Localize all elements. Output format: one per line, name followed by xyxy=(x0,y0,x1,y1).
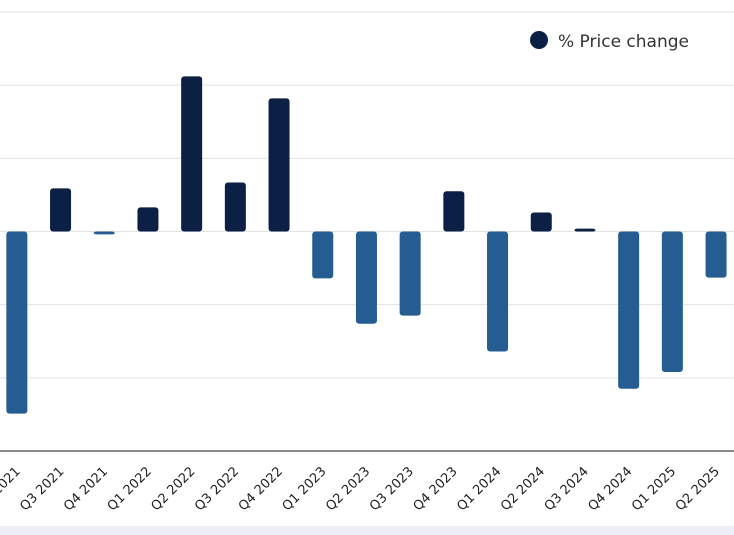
x-tick-label: Q3 2021 xyxy=(17,464,67,514)
bar xyxy=(574,228,596,232)
x-tick-label: Q2 2023 xyxy=(323,464,373,514)
x-tick-label: Q4 2024 xyxy=(585,464,635,514)
x-tick-label: Q2 2022 xyxy=(148,464,198,514)
bar xyxy=(618,231,640,389)
bar xyxy=(137,207,159,232)
bar xyxy=(181,76,203,232)
x-tick-label: Q3 2023 xyxy=(367,464,417,514)
x-tick-label: Q1 2022 xyxy=(105,464,155,514)
x-tick-label: Q2 2024 xyxy=(498,464,548,514)
x-tick-label: Q4 2022 xyxy=(236,464,286,514)
x-tick-label: Q4 2023 xyxy=(411,464,461,514)
bar xyxy=(705,231,727,278)
x-tick-label: Q1 2024 xyxy=(454,464,504,514)
footer-strip xyxy=(0,526,734,535)
x-tick-label: Q1 2025 xyxy=(629,464,679,514)
x-tick-label: Q3 2022 xyxy=(192,464,242,514)
bar xyxy=(6,231,28,414)
bar xyxy=(93,231,115,235)
bar xyxy=(355,231,377,324)
legend-label: % Price change xyxy=(558,32,689,52)
x-tick-label: Q4 2021 xyxy=(61,464,111,514)
bar xyxy=(268,98,290,232)
bar xyxy=(661,231,683,372)
bar xyxy=(312,231,334,279)
bar xyxy=(224,182,246,232)
x-tick-label: Q2 2025 xyxy=(673,464,723,514)
bar xyxy=(399,231,421,316)
bar xyxy=(530,212,552,232)
legend-marker xyxy=(530,31,548,49)
x-tick-label: Q3 2024 xyxy=(542,464,592,514)
bar xyxy=(50,188,72,232)
bar xyxy=(443,191,465,232)
x-tick-label: Q1 2023 xyxy=(280,464,330,514)
bar xyxy=(487,231,509,352)
